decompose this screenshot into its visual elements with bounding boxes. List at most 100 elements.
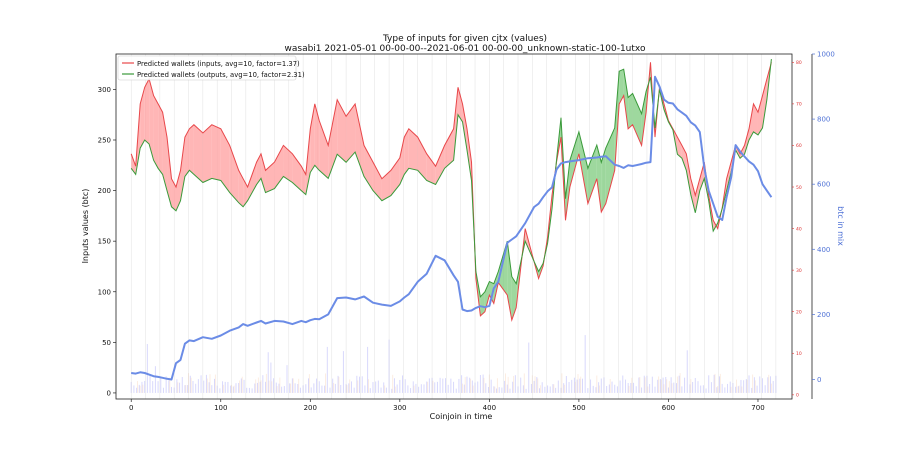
y2-tick-label: 400 bbox=[817, 246, 830, 254]
y2-tick-label: 200 bbox=[817, 311, 830, 319]
series-line-inputs bbox=[130, 62, 772, 322]
fill-region-inputs bbox=[149, 78, 154, 161]
y-tick-label: 300 bbox=[98, 86, 111, 94]
x-tick-label: 200 bbox=[304, 404, 317, 412]
y-tick-label: 200 bbox=[98, 187, 111, 195]
series-lines-layer bbox=[130, 59, 773, 381]
y-tick-label: 50 bbox=[102, 339, 111, 347]
fill-region-inputs bbox=[762, 78, 767, 128]
y-axis-right-outer: 0 200 400 600 800 1000 bbox=[812, 51, 835, 384]
x-tick-label: 700 bbox=[751, 404, 764, 412]
background-bars-layer bbox=[130, 54, 777, 399]
y-axis-label: Inputs values (btc) bbox=[81, 189, 90, 264]
fill-region-outputs bbox=[578, 131, 588, 204]
fill-region-inputs bbox=[462, 103, 467, 151]
y-tick-label: 100 bbox=[98, 288, 111, 296]
fill-region-inputs bbox=[681, 145, 687, 171]
series-line-btc-in-mix bbox=[131, 75, 773, 381]
fill-region-inputs bbox=[310, 103, 315, 173]
fill-region-inputs bbox=[753, 103, 758, 135]
fill-region-inputs bbox=[292, 153, 302, 191]
fill-region-outputs bbox=[489, 281, 494, 304]
y-tick-label: 150 bbox=[98, 238, 111, 246]
fill-region-inputs bbox=[735, 145, 741, 159]
fill-region-inputs bbox=[265, 162, 275, 193]
y3-tick-label: 30 bbox=[796, 268, 802, 274]
fill-region-inputs bbox=[695, 178, 700, 213]
fill-region-inputs bbox=[229, 145, 239, 203]
legend: Predicted wallets (inputs, avg=10, facto… bbox=[117, 55, 305, 81]
fill-region-outputs bbox=[632, 93, 642, 146]
y-tick-label: 250 bbox=[98, 136, 111, 144]
y3-tick-label: 10 bbox=[796, 351, 802, 357]
y3-tick-label: 20 bbox=[796, 310, 802, 316]
legend-label-inputs: Predicted wallets (inputs, avg=10, facto… bbox=[137, 60, 300, 68]
series-line-outputs bbox=[130, 59, 772, 298]
y3-tick-label: 40 bbox=[796, 226, 802, 232]
fill-region-outputs bbox=[596, 145, 602, 212]
fill-region-inputs bbox=[355, 103, 365, 177]
fill-region-inputs bbox=[158, 103, 163, 175]
fill-region-inputs bbox=[193, 124, 203, 183]
fill-region-inputs bbox=[175, 170, 181, 211]
x-tick-label: 100 bbox=[214, 404, 227, 412]
fill-region-inputs bbox=[444, 128, 454, 169]
legend-box bbox=[117, 55, 297, 81]
fill-region-outputs bbox=[601, 148, 606, 212]
fill-region-inputs bbox=[314, 103, 320, 171]
fill-region-outputs bbox=[493, 271, 499, 304]
fill-region-inputs bbox=[140, 87, 145, 149]
fill-region-outputs bbox=[641, 91, 647, 146]
fill-region-inputs bbox=[690, 178, 696, 213]
y-axis-left: 0 50 100 150 200 250 300 bbox=[98, 86, 116, 397]
fill-region-outputs bbox=[565, 160, 570, 221]
y3-tick-label: 50 bbox=[796, 185, 802, 191]
fill-region-inputs bbox=[372, 162, 382, 201]
fill-region-inputs bbox=[426, 153, 436, 185]
fill-region-inputs bbox=[211, 124, 221, 181]
fill-region-inputs bbox=[274, 145, 284, 189]
fill-region-inputs bbox=[171, 178, 176, 211]
plot-frame bbox=[115, 53, 793, 400]
y2-tick-label: 600 bbox=[817, 181, 830, 189]
fill-region-inputs bbox=[686, 153, 691, 195]
fill-between-layer bbox=[131, 59, 772, 321]
fill-region-inputs bbox=[328, 99, 338, 179]
fill-region-inputs bbox=[453, 87, 459, 161]
fill-region-inputs bbox=[757, 95, 763, 135]
fill-region-inputs bbox=[726, 162, 732, 191]
y2-axis-label: btc in mix bbox=[836, 206, 845, 246]
y3-tick-label: 60 bbox=[796, 143, 802, 149]
fill-region-inputs bbox=[404, 128, 409, 175]
fill-region-outputs bbox=[511, 276, 517, 321]
fill-region-outputs bbox=[623, 69, 629, 129]
y3-tick-label: 0 bbox=[796, 393, 799, 399]
fill-region-outputs bbox=[587, 145, 597, 204]
x-axis: 0 100 200 300 400 500 600 700 bbox=[129, 399, 765, 412]
fill-region-outputs bbox=[605, 127, 615, 204]
fill-region-inputs bbox=[408, 128, 418, 171]
y3-tick-label: 80 bbox=[796, 60, 802, 66]
fill-region-outputs bbox=[619, 69, 624, 104]
y2-tick-label: 0 bbox=[817, 376, 821, 384]
fill-region-outputs bbox=[614, 71, 620, 171]
chart-title: Type of inputs for given cjtx (values) bbox=[382, 34, 547, 44]
fill-region-inputs bbox=[699, 162, 705, 191]
fill-region-inputs bbox=[435, 145, 445, 185]
chart-subtitle: wasabi1 2021-05-01 00-00-00--2021-06-01 … bbox=[285, 44, 646, 54]
y2-tick-label: 1000 bbox=[817, 51, 835, 59]
fill-region-inputs bbox=[180, 137, 185, 201]
fill-region-inputs bbox=[189, 124, 194, 175]
x-axis-label: Coinjoin in time bbox=[430, 412, 493, 421]
fill-region-inputs bbox=[337, 99, 347, 163]
fill-region-inputs bbox=[749, 103, 754, 140]
fill-region-inputs bbox=[238, 170, 244, 207]
fill-region-inputs bbox=[417, 137, 427, 181]
fill-region-inputs bbox=[346, 103, 356, 163]
fill-region-inputs bbox=[167, 137, 172, 207]
fill-region-inputs bbox=[202, 124, 212, 183]
fill-region-inputs bbox=[256, 153, 262, 185]
fill-region-outputs bbox=[484, 281, 490, 312]
x-tick-label: 600 bbox=[662, 404, 675, 412]
